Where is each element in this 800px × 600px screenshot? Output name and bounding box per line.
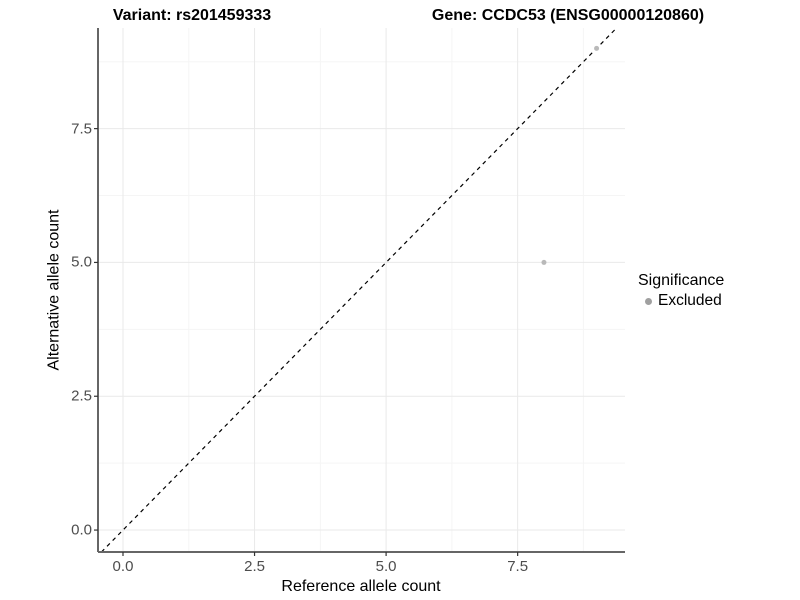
y-axis-title: Alternative allele count — [45, 209, 63, 371]
x-tick-label: 0.0 — [112, 558, 134, 575]
legend-key — [638, 292, 658, 310]
y-tick-label: 0.0 — [71, 521, 92, 539]
legend-item: Excluded — [638, 292, 724, 310]
diagonal-reference-line — [100, 27, 618, 553]
legend: Significance Excluded — [638, 271, 724, 310]
plot-title-variant: Variant: rs201459333 — [112, 7, 272, 24]
x-tick-label: 7.5 — [507, 558, 529, 575]
legend-item-label: Excluded — [658, 292, 722, 309]
data-point — [594, 45, 600, 51]
y-tick-label: 7.5 — [71, 120, 92, 138]
legend-title: Significance — [638, 272, 725, 289]
data-point — [541, 259, 547, 265]
x-tick-label: 5.0 — [375, 558, 397, 575]
excluded-point-icon — [644, 297, 652, 305]
x-tick-label: 2.5 — [244, 558, 265, 575]
chart-canvas — [94, 27, 625, 556]
plot-panel — [94, 27, 625, 556]
y-tick-label: 2.5 — [71, 387, 92, 405]
x-axis-title: Reference allele count — [281, 578, 441, 595]
plot-title-gene: Gene: CCDC53 (ENSG00000120860) — [431, 7, 705, 24]
y-tick-label: 5.0 — [71, 253, 92, 271]
